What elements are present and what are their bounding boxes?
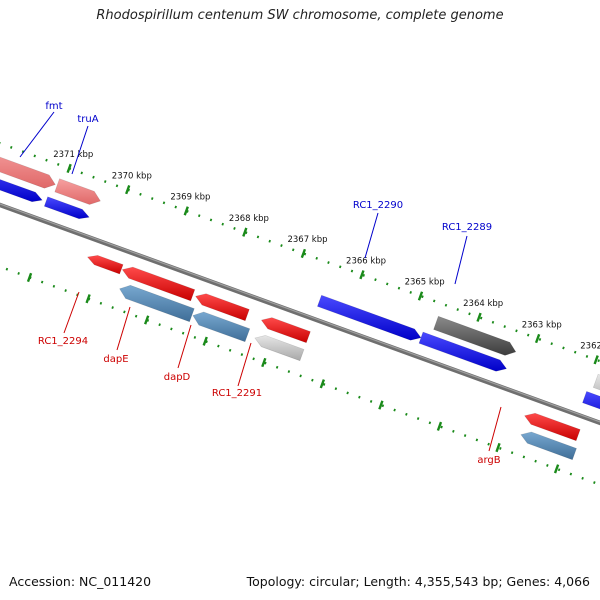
gene-label-leader	[177, 324, 192, 369]
reverse-gene-arrow[interactable]	[121, 266, 196, 302]
rc1-2294-reverse-gene-arrow[interactable]	[86, 255, 124, 275]
fmt-forward-gene-arrow[interactable]	[54, 178, 101, 205]
kbp-tick	[300, 248, 307, 259]
kbp-label: 2366 kbp	[346, 256, 386, 266]
reverse-gene-arrow[interactable]	[524, 412, 581, 442]
gene-label-leader	[454, 235, 468, 285]
trua-forward-gene-arrow[interactable]	[43, 196, 90, 220]
gene-label[interactable]: truA	[77, 114, 98, 125]
kbp-tick	[436, 421, 443, 431]
forward-gene-arrow[interactable]	[592, 373, 600, 405]
forward-gene-arrow[interactable]	[582, 391, 600, 421]
kbp-tick	[593, 355, 599, 365]
argb-reverse-gene-arrow[interactable]	[520, 431, 577, 461]
gene-label[interactable]: RC1_2290	[353, 200, 403, 211]
gene-label-leader	[116, 306, 131, 351]
kbp-label: 2370 kbp	[112, 171, 152, 181]
reverse-gene-arrow[interactable]	[195, 293, 250, 322]
kbp-tick	[359, 270, 365, 280]
gene-label-leader	[19, 111, 55, 158]
kbp-tick	[495, 442, 501, 453]
forward-gene-arrow[interactable]	[0, 146, 56, 189]
kbp-tick	[476, 312, 482, 322]
kbp-tick	[534, 333, 541, 344]
kbp-label: 2367 kbp	[287, 235, 327, 245]
kbp-tick	[144, 315, 150, 325]
rc1-2291-reverse-gene-arrow[interactable]	[254, 335, 305, 362]
dapd-reverse-gene-arrow[interactable]	[192, 311, 251, 343]
kbp-tick	[553, 464, 560, 474]
gene-label[interactable]: RC1_2291	[212, 388, 262, 399]
forward-gene-arrow[interactable]	[0, 165, 43, 203]
gene-label-leader	[364, 212, 379, 259]
kbp-tick	[319, 379, 326, 389]
kbp-tick	[125, 185, 131, 195]
kbp-tick	[261, 357, 267, 368]
gene-label[interactable]: argB	[477, 455, 500, 466]
kbp-tick	[183, 206, 189, 216]
kbp-label: 2371 kbp	[53, 150, 93, 160]
kbp-tick	[242, 227, 248, 237]
map-title: Rhodospirillum centenum SW chromosome, c…	[96, 8, 504, 23]
gene-label-leader	[63, 291, 80, 334]
rc1-2290-forward-gene-arrow[interactable]	[317, 294, 422, 341]
chromosome-backbone	[0, 202, 600, 426]
kbp-tick	[26, 272, 33, 283]
accession-text: Accession: NC_011420	[9, 574, 152, 589]
gene-label-leader	[488, 406, 502, 452]
kbp-tick	[378, 400, 384, 410]
scale-track-lower	[5, 267, 596, 484]
gene-label[interactable]: fmt	[45, 101, 62, 112]
kbp-tick	[202, 336, 208, 346]
reverse-gene-arrow[interactable]	[260, 317, 311, 344]
kbp-tick	[66, 163, 72, 174]
topology-text: Topology: circular; Length: 4,355,543 bp…	[246, 574, 590, 589]
kbp-tick	[85, 294, 91, 304]
kbp-tick	[417, 291, 424, 301]
dape-reverse-gene-arrow[interactable]	[119, 284, 195, 323]
forward-gene-arrow[interactable]	[418, 331, 508, 372]
gene-label-leader	[237, 342, 252, 387]
kbp-label: 2369 kbp	[170, 193, 210, 203]
kbp-label: 2362 kbp	[580, 342, 600, 352]
kbp-label: 2364 kbp	[463, 299, 503, 309]
gene-label[interactable]: dapE	[103, 354, 128, 365]
rc1-2289-forward-gene-arrow[interactable]	[433, 315, 517, 356]
kbp-label: 2365 kbp	[405, 278, 445, 288]
kbp-label: 2368 kbp	[229, 214, 269, 224]
gene-label[interactable]: dapD	[164, 372, 191, 383]
gene-label[interactable]: RC1_2289	[442, 222, 492, 233]
gene-label-leader	[71, 125, 89, 175]
scale-track-upper	[0, 142, 600, 363]
kbp-label: 2363 kbp	[522, 320, 562, 330]
gene-label[interactable]: RC1_2294	[38, 336, 88, 347]
